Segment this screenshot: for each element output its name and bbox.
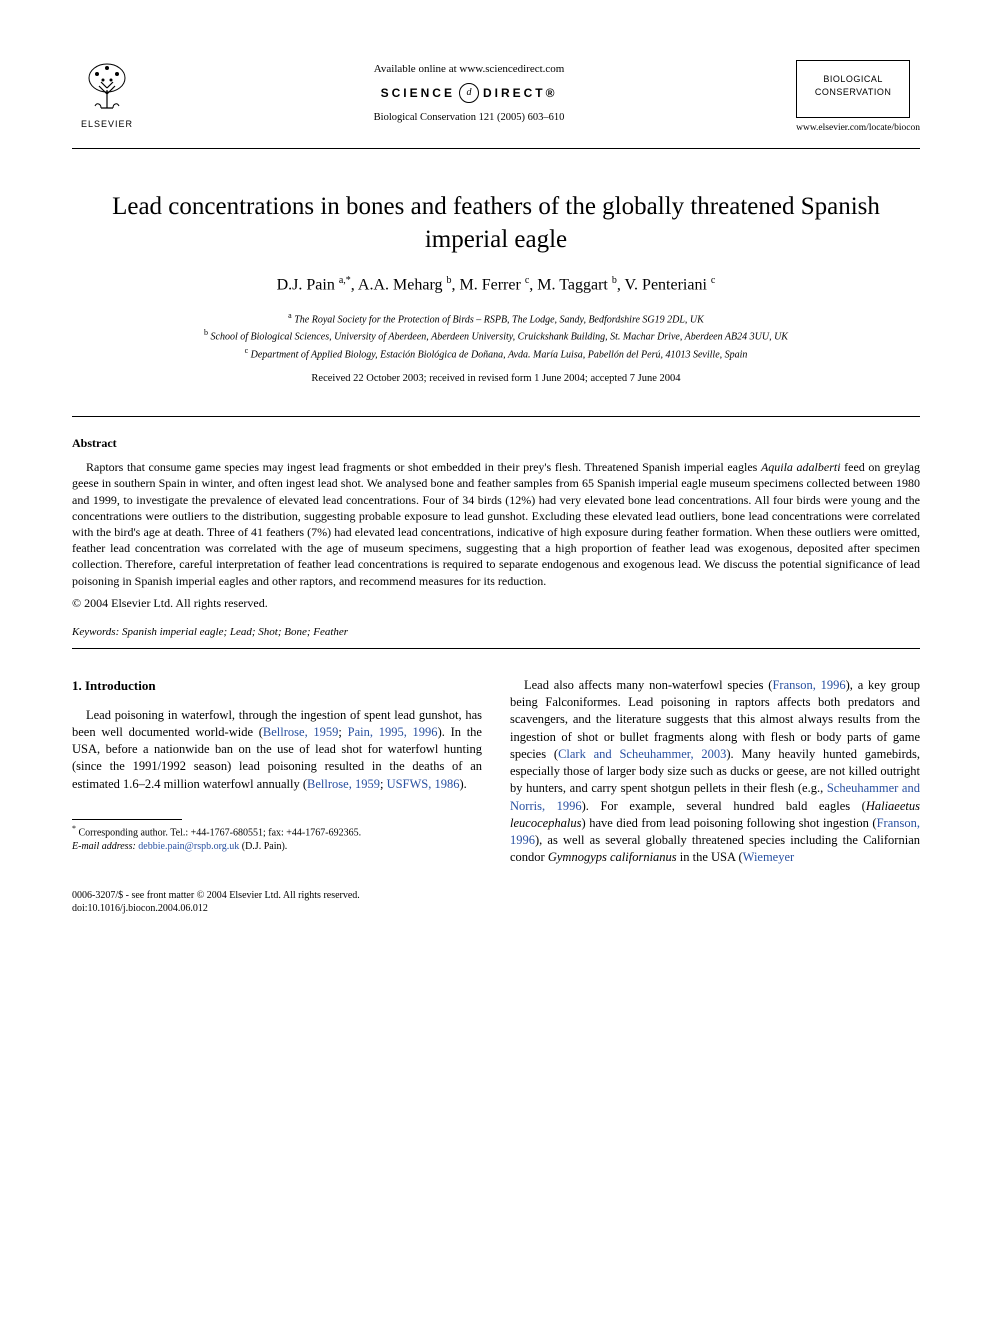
sciencedirect-logo: SCIENCE d DIRECT® — [142, 83, 796, 103]
elsevier-logo: ELSEVIER — [72, 60, 142, 140]
affiliations: a The Royal Society for the Protection o… — [72, 310, 920, 362]
journal-url: www.elsevier.com/locate/biocon — [796, 122, 920, 135]
citation[interactable]: USFWS, 1986 — [387, 777, 460, 791]
citation[interactable]: Clark and Scheuhammer, 2003 — [558, 747, 726, 761]
abstract-body: Raptors that consume game species may in… — [72, 459, 920, 589]
affiliation-b: b School of Biological Sciences, Univers… — [72, 327, 920, 344]
received-dates: Received 22 October 2003; received in re… — [72, 372, 920, 386]
email-footnote: E-mail address: debbie.pain@rspb.org.uk … — [72, 840, 482, 854]
abstract-heading: Abstract — [72, 435, 920, 451]
header-right: BIOLOGICAL CONSERVATION www.elsevier.com… — [796, 60, 920, 135]
section-1-heading: 1. Introduction — [72, 677, 482, 695]
journal-title-box: BIOLOGICAL CONSERVATION — [796, 60, 910, 118]
column-right: Lead also affects many non-waterfowl spe… — [510, 677, 920, 867]
species-name: Gymnogyps californianus — [548, 850, 677, 864]
email-link[interactable]: debbie.pain@rspb.org.uk — [138, 841, 239, 852]
column-left: 1. Introduction Lead poisoning in waterf… — [72, 677, 482, 867]
header-rule — [72, 148, 920, 149]
page: ELSEVIER Available online at www.science… — [0, 0, 992, 955]
publisher-name: ELSEVIER — [81, 118, 133, 130]
journal-box-line2: CONSERVATION — [797, 86, 909, 99]
intro-paragraph-2: Lead also affects many non-waterfowl spe… — [510, 677, 920, 867]
header-center: Available online at www.sciencedirect.co… — [142, 60, 796, 125]
keywords-label: Keywords: — [72, 626, 119, 638]
sd-left: SCIENCE — [381, 85, 455, 101]
corresponding-author-footnote: * Corresponding author. Tel.: +44-1767-6… — [72, 824, 482, 840]
abstract-bottom-rule — [72, 648, 920, 649]
bottom-meta: 0006-3207/$ - see front matter © 2004 El… — [72, 889, 920, 915]
available-online-text: Available online at www.sciencedirect.co… — [142, 62, 796, 77]
authors: D.J. Pain a,*, A.A. Meharg b, M. Ferrer … — [72, 274, 920, 296]
elsevier-tree-icon — [79, 60, 135, 116]
footnote-rule — [72, 819, 182, 820]
affiliation-a: a The Royal Society for the Protection o… — [72, 310, 920, 327]
issn-line: 0006-3207/$ - see front matter © 2004 El… — [72, 889, 920, 902]
keywords: Keywords: Spanish imperial eagle; Lead; … — [72, 625, 920, 640]
intro-paragraph-1: Lead poisoning in waterfowl, through the… — [72, 707, 482, 793]
journal-box-line1: BIOLOGICAL — [797, 73, 909, 86]
sd-right: DIRECT® — [483, 85, 558, 101]
body-columns: 1. Introduction Lead poisoning in waterf… — [72, 677, 920, 867]
citation[interactable]: Bellrose, 1959 — [263, 725, 339, 739]
article-title: Lead concentrations in bones and feather… — [102, 191, 890, 256]
affiliation-c: c Department of Applied Biology, Estació… — [72, 345, 920, 362]
sd-at-icon: d — [459, 83, 479, 103]
keywords-value: Spanish imperial eagle; Lead; Shot; Bone… — [122, 626, 348, 638]
copyright-line: © 2004 Elsevier Ltd. All rights reserved… — [72, 595, 920, 611]
citation[interactable]: Franson, 1996 — [772, 678, 845, 692]
doi-line: doi:10.1016/j.biocon.2004.06.012 — [72, 902, 920, 915]
citation[interactable]: Wiemeyer — [743, 850, 795, 864]
citation[interactable]: Pain, 1995, 1996 — [348, 725, 438, 739]
journal-reference: Biological Conservation 121 (2005) 603–6… — [142, 111, 796, 125]
citation[interactable]: Bellrose, 1959 — [307, 777, 380, 791]
header-row: ELSEVIER Available online at www.science… — [72, 60, 920, 140]
